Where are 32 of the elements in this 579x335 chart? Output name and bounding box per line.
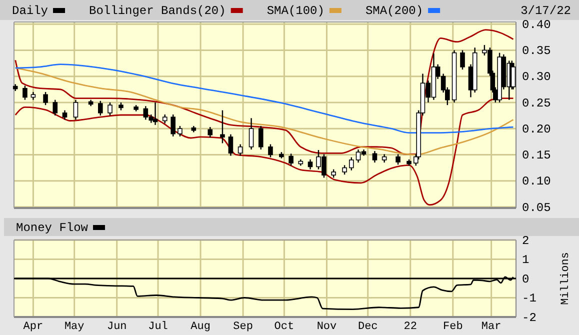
x-tick-label: Dec xyxy=(358,320,378,333)
x-tick-label: Jul xyxy=(148,320,168,333)
legend-label: Money Flow xyxy=(16,221,89,235)
x-tick-label: Nov xyxy=(316,320,338,333)
y-tick-label: 0.05 xyxy=(522,200,551,215)
y-tick-label: 2 xyxy=(522,234,530,248)
y-tick-label: 0.35 xyxy=(522,44,551,58)
x-tick-label: Aug xyxy=(190,320,210,333)
y-tick-label: -1 xyxy=(522,292,536,306)
x-tick-label: Feb xyxy=(443,320,463,333)
y-tick-label: 0 xyxy=(522,272,530,286)
y-tick-label: 0.30 xyxy=(522,70,551,84)
y-tick-label: 0.25 xyxy=(522,96,551,110)
x-tick-label: Mar xyxy=(481,320,502,333)
y-tick-label: 0.40 xyxy=(522,18,551,32)
y-tick-label: 0.15 xyxy=(522,148,551,163)
text: 3/17/22 xyxy=(520,4,571,18)
y-tick-label: 1 xyxy=(522,253,530,268)
x-tick-label: Apr xyxy=(23,320,44,333)
x-tick-label: May xyxy=(64,320,85,333)
x-tick-label: 22 xyxy=(404,320,417,333)
legend-label: Daily xyxy=(12,4,48,18)
y-axis-title: Millions xyxy=(560,252,572,305)
y-tick-label: 0.20 xyxy=(522,122,551,136)
legend-label: Bollinger Bands(20) xyxy=(89,4,226,18)
x-tick-label: Jun xyxy=(106,320,127,333)
y-tick-label: 0.10 xyxy=(522,174,551,189)
legend-label: SMA(200) xyxy=(365,4,424,18)
y-tick-label: -2 xyxy=(522,310,536,325)
x-tick-label: Oct xyxy=(274,320,294,333)
legend-label: SMA(100) xyxy=(266,4,324,18)
x-tick-label: Sep xyxy=(233,320,253,333)
